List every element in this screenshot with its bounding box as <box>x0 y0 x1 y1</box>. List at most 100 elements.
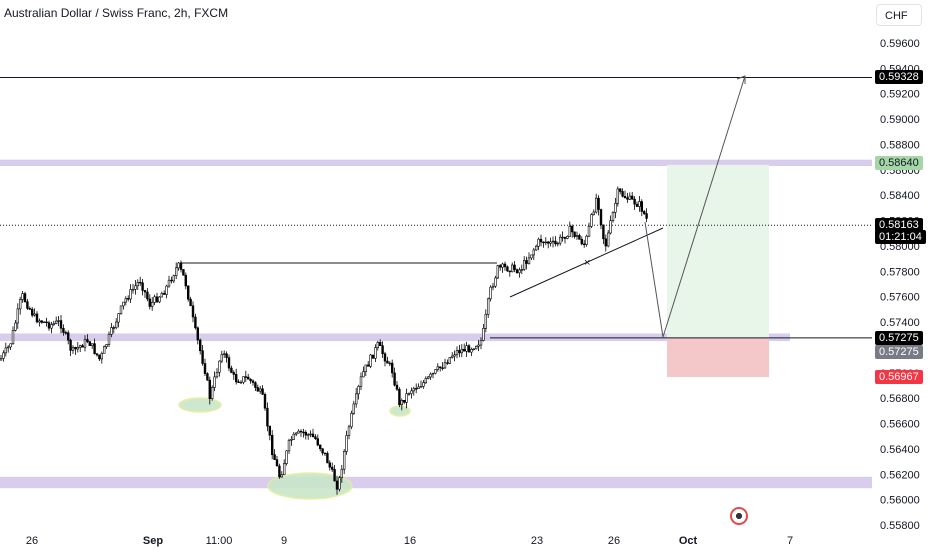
candle-body <box>270 434 274 455</box>
candle-body <box>218 360 221 373</box>
candle-body <box>230 367 233 373</box>
candle-body <box>282 463 286 476</box>
candle-body <box>381 345 384 355</box>
x-axis-tick-label: 23 <box>531 535 543 547</box>
y-axis-tick-label: 0.56600 <box>880 419 920 431</box>
candle-body <box>402 399 406 403</box>
candle-body <box>232 372 235 375</box>
candle-body <box>215 372 219 378</box>
candle-body <box>249 378 252 382</box>
candle-body <box>254 382 257 388</box>
candle-body <box>580 239 584 245</box>
zone-support-low <box>0 476 872 489</box>
candle-body <box>235 374 238 383</box>
candle-body <box>450 355 454 358</box>
y-axis-tick-label: 0.59200 <box>880 89 920 101</box>
candle-body <box>496 265 499 279</box>
candle-body <box>251 380 255 383</box>
candle-body <box>410 390 413 394</box>
x-axis-tick-label: 9 <box>281 535 287 547</box>
chart-title: Australian Dollar / Swiss Franc, 2h, FXC… <box>4 6 229 20</box>
candle-body <box>546 241 550 244</box>
swing-low-marker-3[interactable] <box>389 405 411 417</box>
candle-body <box>376 342 379 348</box>
candle-body <box>366 364 370 367</box>
candle-body <box>534 245 538 251</box>
candle-body <box>333 469 336 482</box>
y-axis-tick-label: 0.56400 <box>880 444 920 456</box>
candle-body <box>621 191 624 197</box>
candle-body <box>498 265 502 268</box>
candle-body <box>633 198 636 205</box>
candle-body <box>522 260 526 270</box>
candle-body <box>208 379 211 399</box>
candle-body <box>30 308 34 316</box>
candle-body <box>618 188 622 192</box>
candle-body <box>527 257 531 264</box>
candle-body <box>122 301 125 307</box>
candle-body <box>247 376 250 380</box>
price-axis-label: 01:21:04 <box>875 230 926 244</box>
y-axis-tick-label: 0.57400 <box>880 317 920 329</box>
zone-support-mid <box>0 333 790 342</box>
candle-body <box>306 434 310 436</box>
candle-body <box>321 448 324 454</box>
candle-body <box>196 327 199 341</box>
candle-body <box>558 236 562 244</box>
candle-body <box>532 249 536 256</box>
candle-body <box>311 433 315 438</box>
candle-body <box>220 354 223 362</box>
candle-body <box>23 293 27 302</box>
candle-body <box>211 387 214 399</box>
candle-body <box>110 327 113 335</box>
candle-body <box>50 324 53 329</box>
candle-body <box>614 203 617 213</box>
y-axis-tick-label: 0.58400 <box>880 190 920 202</box>
candle-body <box>578 235 581 240</box>
candle-body <box>91 343 94 346</box>
price-axis-label: 0.59328 <box>875 70 923 84</box>
candle-body <box>388 362 391 365</box>
candle-body <box>345 435 348 452</box>
candle-body <box>290 439 293 441</box>
position-loss-box[interactable] <box>667 337 769 377</box>
x-axis-tick-label: 26 <box>608 535 620 547</box>
currency-button[interactable]: CHF <box>876 4 922 26</box>
candle-body <box>35 313 39 323</box>
candle-body <box>506 266 509 272</box>
forecast-path[interactable] <box>644 75 746 338</box>
position-profit-box[interactable] <box>667 164 769 338</box>
candle-body <box>182 269 185 276</box>
candle-body <box>263 394 267 409</box>
candle-body <box>194 316 197 329</box>
candle-body <box>568 226 572 237</box>
candle-body <box>2 352 5 359</box>
candle-body <box>81 345 84 348</box>
swing-low-marker-2[interactable] <box>267 472 353 500</box>
candle-body <box>107 334 111 345</box>
candle-body <box>297 430 300 434</box>
candle-body <box>64 332 68 334</box>
candle-body <box>585 235 588 245</box>
candle-body <box>362 371 365 378</box>
candle-body <box>261 388 264 395</box>
trendline[interactable] <box>509 227 664 298</box>
candle-body <box>225 353 228 358</box>
candle-body <box>189 298 192 307</box>
candle-body <box>143 290 147 293</box>
x-axis-tick-label: 26 <box>26 535 38 547</box>
candle-body <box>278 465 281 478</box>
candle-body <box>340 468 343 479</box>
candle-body <box>626 197 629 200</box>
candle-body <box>172 275 175 282</box>
candle-body <box>448 357 451 364</box>
candle-body <box>436 366 439 371</box>
candle-body <box>611 212 615 221</box>
candle-body <box>510 264 514 273</box>
swing-low-marker-1[interactable] <box>178 397 222 413</box>
cross-marker: × <box>584 257 590 269</box>
candle-body <box>62 327 65 333</box>
candle-body <box>638 201 641 207</box>
